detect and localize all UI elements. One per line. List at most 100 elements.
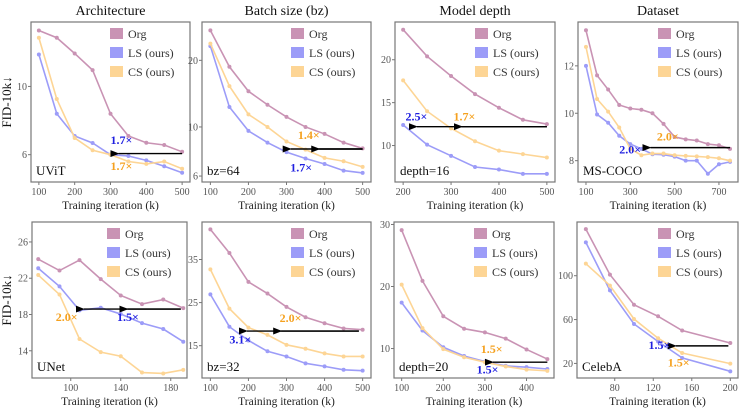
data-point-org (683, 137, 688, 142)
x-tick-label: 400 (519, 383, 534, 394)
data-point-cs (545, 368, 550, 373)
y-tick-label: 10 (564, 109, 574, 120)
data-point-ls (118, 312, 123, 317)
legend-label: LS (ours) (676, 46, 722, 60)
x-tick-label: 500 (355, 383, 370, 394)
data-point-org (632, 302, 637, 307)
data-point-cs (98, 350, 103, 355)
legend-swatch-org (291, 228, 304, 239)
data-point-cs (161, 371, 166, 376)
x-axis-label: Training iteration (k) (61, 396, 158, 408)
data-point-ls (303, 156, 308, 161)
series-line-org (585, 228, 731, 344)
y-tick-label: 15 (381, 98, 391, 109)
legend-label: CS (ours) (125, 265, 171, 279)
legend-label: CS (ours) (676, 65, 722, 79)
plot-frame (201, 221, 372, 379)
data-point-org (181, 306, 186, 311)
x-tick-label: 100 (203, 383, 218, 394)
data-point-cs (118, 354, 123, 359)
data-point-org (126, 134, 131, 139)
data-point-ls (617, 133, 622, 138)
x-tick-label: 400 (491, 187, 506, 198)
legend-label: Org (309, 27, 327, 41)
data-point-org (503, 336, 508, 341)
subplot-7: 100 200 300 400 10 20 30 Training iteration (k)… (380, 220, 555, 408)
data-point-org (401, 27, 406, 32)
x-tick-label: 300 (279, 383, 294, 394)
data-point-cs (401, 78, 406, 83)
y-tick-label: 8 (569, 156, 574, 167)
legend-swatch-cs (658, 66, 671, 77)
data-point-cs (284, 139, 289, 144)
subplot-label: CelebA (582, 359, 622, 374)
data-point-ls (595, 112, 600, 117)
data-point-org (246, 279, 251, 284)
legend-label: CS (ours) (309, 65, 355, 79)
subplot-1: 100 200 300 400 500 6 10 Architecture Training i… (0, 4, 191, 212)
data-point-cs (503, 364, 508, 369)
data-point-org (360, 327, 365, 332)
subplot-2: 100 200 300 400 500 6 10 20 Batch size (bz) Train… (188, 4, 372, 212)
y-axis-label: FID-10k↓ (0, 76, 14, 127)
data-point-org (265, 291, 270, 296)
subplot-6: 100 200 300 400 500 15 25 35 Training iteration … (188, 221, 372, 408)
y-tick-label: 15 (188, 341, 198, 352)
y-tick-label: 14 (18, 346, 28, 357)
data-point-ls (303, 361, 308, 366)
legend-swatch-cs (291, 66, 304, 77)
data-point-cs (628, 146, 633, 151)
data-point-cs (617, 125, 622, 130)
subplot-title: Dataset (637, 4, 679, 19)
data-point-ls (583, 63, 588, 68)
data-point-org (284, 304, 289, 309)
data-point-cs (36, 273, 41, 278)
legend-label: CS (ours) (492, 265, 538, 279)
y-tick-label: 25 (188, 298, 198, 309)
data-point-cs (227, 84, 232, 89)
data-point-org (341, 140, 346, 145)
data-point-org (607, 272, 612, 277)
x-tick-label: 300 (477, 383, 492, 394)
data-point-cs (322, 155, 327, 160)
data-point-cs (606, 109, 611, 114)
legend-label: CS (ours) (309, 265, 355, 279)
series-line-ls (37, 267, 184, 343)
x-tick-label: 200 (67, 187, 82, 198)
data-point-cs (683, 153, 688, 158)
data-point-org (162, 143, 167, 148)
data-point-cs (360, 354, 365, 359)
legend-label: Org (493, 27, 511, 41)
legend-label: LS (ours) (125, 246, 171, 260)
legend-label: CS (ours) (493, 65, 539, 79)
legend-swatch-ls (107, 247, 120, 258)
data-point-org (399, 228, 404, 233)
data-point-cs (57, 292, 62, 297)
data-point-ls (544, 171, 549, 176)
data-point-org (520, 117, 525, 122)
data-point-cs (462, 355, 467, 360)
data-point-cs (360, 164, 365, 169)
x-axis-label: Training iteration (k) (238, 396, 335, 408)
legend-swatch-org (475, 28, 488, 39)
plot-frame (576, 221, 739, 379)
x-tick-label: 300 (444, 187, 459, 198)
y-tick-label: 6 (193, 172, 198, 183)
data-point-org (583, 227, 588, 232)
legend-swatch-ls (475, 47, 488, 58)
x-tick-label: 200 (241, 187, 256, 198)
data-point-cs (162, 159, 167, 164)
data-point-ls (680, 355, 685, 360)
data-point-org (54, 35, 59, 40)
data-point-cs (208, 267, 213, 272)
data-point-org (482, 330, 487, 335)
x-tick-label: 160 (684, 383, 699, 394)
data-point-org (694, 138, 699, 143)
speedup-annotation: 1.7× (290, 160, 312, 174)
data-point-org (449, 74, 454, 79)
data-point-ls (90, 140, 95, 145)
data-point-org (90, 68, 95, 73)
y-tick-label: 20 (188, 56, 198, 67)
data-point-org (639, 107, 644, 112)
x-tick-label: 500 (175, 187, 190, 198)
